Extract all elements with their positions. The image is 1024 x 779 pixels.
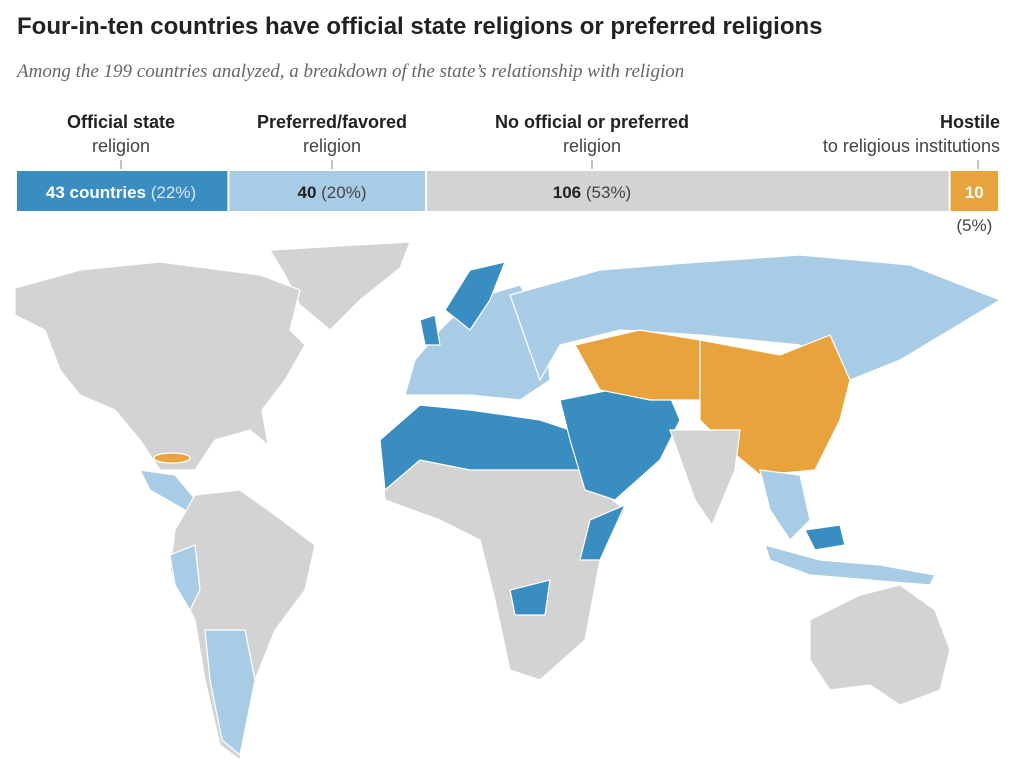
count-label: 10: [965, 183, 984, 202]
world-map: [14, 241, 1002, 762]
indonesia: [764, 544, 936, 586]
count-label: 43 countries: [46, 183, 146, 202]
central-asia: [574, 329, 701, 401]
segment-detail: religion: [303, 136, 361, 156]
segment-name: Preferred/favored: [257, 112, 407, 132]
russia: [509, 254, 1002, 382]
chart-title: Four-in-ten countries have official stat…: [17, 13, 823, 40]
cuba: [153, 452, 191, 464]
percent-label: (22%): [151, 183, 196, 202]
peru: [169, 544, 201, 612]
bar-segment: [17, 171, 228, 211]
segment-detail: to religious institutions: [823, 136, 1000, 156]
malaysia: [804, 524, 846, 551]
count-label: 106: [553, 183, 581, 202]
north-america: [14, 261, 306, 471]
segment-name: Hostile: [940, 112, 1000, 132]
segment-name: Official state: [67, 112, 175, 132]
chart-subtitle: Among the 199 countries analyzed, a brea…: [15, 61, 684, 82]
value-label: 40 (20%): [297, 183, 366, 202]
percent-label: (53%): [586, 183, 631, 202]
count-label: 40: [297, 183, 316, 202]
south-america-preferred: [204, 629, 256, 757]
segment-detail: religion: [92, 136, 150, 156]
percent-label: (20%): [321, 183, 366, 202]
india: [669, 429, 741, 527]
greenland: [268, 241, 411, 331]
value-label: 106 (53%): [553, 183, 631, 202]
australia: [809, 584, 951, 706]
value-label: 10: [965, 183, 984, 202]
southeast-asia: [759, 469, 811, 541]
value-label: 43 countries (22%): [46, 183, 196, 202]
somalia: [579, 503, 627, 561]
bar-segment: [426, 171, 949, 211]
percent-label: (5%): [956, 216, 992, 235]
bar-segment: [950, 171, 998, 211]
zambia: [509, 579, 551, 616]
segment-detail: religion: [563, 136, 621, 156]
scandinavia: [444, 261, 506, 331]
segment-name: No official or preferred: [495, 112, 689, 132]
bar-segment: [229, 171, 425, 211]
uk: [419, 314, 441, 346]
